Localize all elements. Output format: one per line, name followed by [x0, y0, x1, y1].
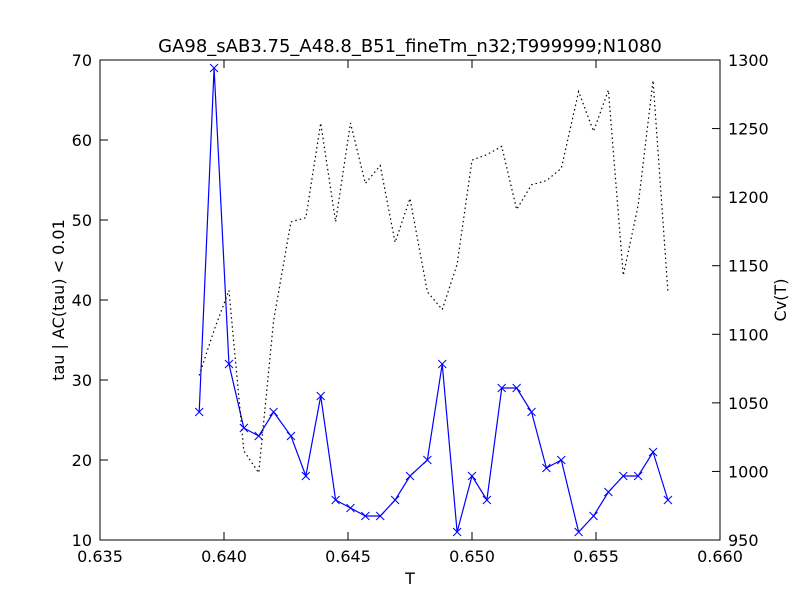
marker	[254, 431, 264, 441]
y-tick-label: 20	[72, 451, 92, 470]
marker	[224, 359, 234, 369]
marker	[512, 383, 521, 393]
y2-tick-label: 1050	[728, 394, 769, 413]
plot-frame	[99, 59, 721, 541]
chart-title: GA98_sAB3.75_A48.8_B51_fineTm_n32;T99999…	[158, 36, 662, 57]
marker	[556, 455, 566, 465]
marker	[331, 495, 340, 505]
marker	[589, 511, 598, 521]
x-tick-label: 0.650	[449, 547, 495, 566]
marker	[497, 383, 507, 393]
y-tick-label: 50	[72, 211, 92, 230]
y2-tick-label: 1200	[728, 188, 769, 207]
marker	[648, 447, 658, 457]
marker	[346, 503, 355, 513]
y2-tick-label: 1100	[728, 325, 769, 344]
x-tick-label: 0.655	[573, 547, 619, 566]
marker	[604, 487, 613, 497]
marker	[390, 495, 400, 505]
marker	[316, 391, 326, 401]
marker	[452, 527, 462, 537]
marker	[467, 471, 477, 481]
marker	[482, 495, 492, 505]
marker	[633, 471, 643, 481]
marker	[361, 511, 370, 521]
marker	[663, 495, 673, 505]
marker	[375, 511, 385, 521]
y-tick-label: 70	[72, 51, 92, 70]
marker	[269, 407, 278, 417]
marker	[437, 359, 447, 369]
y-tick-label: 40	[72, 291, 92, 310]
marker	[618, 471, 628, 481]
x-axis-label: T	[404, 569, 415, 588]
marker	[209, 63, 219, 73]
series-line	[198, 80, 669, 475]
marker	[423, 455, 432, 465]
y2-tick-label: 950	[728, 531, 759, 550]
marker	[574, 527, 583, 537]
marker	[405, 471, 415, 481]
marker	[194, 407, 204, 417]
x-tick-label: 0.660	[697, 547, 743, 566]
y2-tick-label: 1150	[728, 257, 769, 276]
y2-tick-label: 1250	[728, 120, 769, 139]
x-tick-label: 0.635	[77, 547, 123, 566]
y-tick-label: 10	[72, 531, 92, 550]
x-tick-label: 0.645	[325, 547, 371, 566]
y-axis-label: tau | AC(tau) < 0.01	[49, 219, 68, 381]
marker	[542, 463, 551, 473]
y-tick-label: 60	[72, 131, 92, 150]
marker	[286, 431, 296, 441]
y2-axis-label: Cv(T)	[771, 279, 790, 322]
y2-tick-label: 1000	[728, 462, 769, 481]
y2-tick-label: 1300	[728, 51, 769, 70]
marker	[301, 471, 311, 481]
marker	[527, 407, 536, 417]
x-tick-label: 0.640	[201, 547, 247, 566]
y-tick-label: 30	[72, 371, 92, 390]
